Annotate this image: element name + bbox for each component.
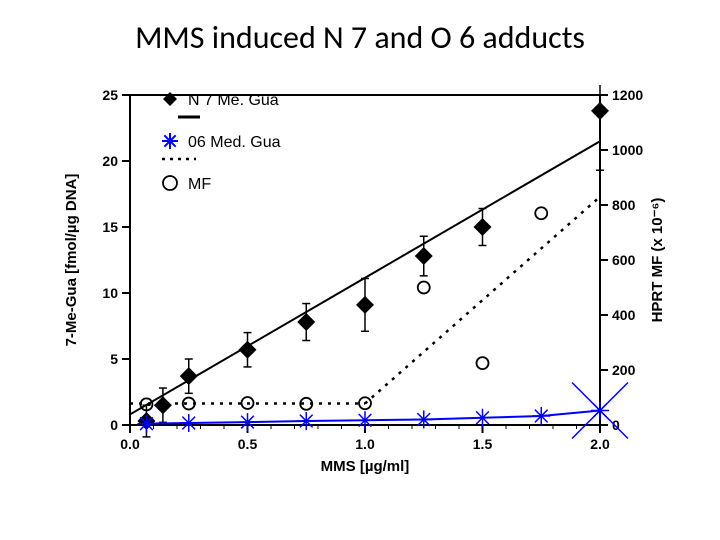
svg-text:200: 200 xyxy=(612,362,636,378)
svg-text:HPRT MF (x 10⁻⁶): HPRT MF (x 10⁻⁶) xyxy=(649,198,666,323)
chart-container: 0.0 0.5 1.0 1.5 2.0 MMS [µg/ml] 0 5 10 15 20 25 7-Me… xyxy=(40,85,690,515)
svg-text:15: 15 xyxy=(102,219,118,235)
svg-text:1200: 1200 xyxy=(612,87,643,103)
svg-text:06 Med. Gua: 06 Med. Gua xyxy=(188,134,281,151)
svg-text:20: 20 xyxy=(102,153,118,169)
svg-text:0: 0 xyxy=(612,417,620,433)
svg-text:10: 10 xyxy=(102,285,118,301)
page-title: MMS induced N 7 and O 6 adducts xyxy=(0,18,720,57)
svg-text:MMS [µg/ml]: MMS [µg/ml] xyxy=(321,458,410,475)
svg-text:MF: MF xyxy=(188,176,211,193)
svg-text:0.0: 0.0 xyxy=(120,436,140,452)
svg-text:800: 800 xyxy=(612,197,636,213)
svg-text:7-Me-Gua [fmol/µg DNA]: 7-Me-Gua [fmol/µg DNA] xyxy=(63,174,80,347)
svg-text:600: 600 xyxy=(612,252,636,268)
svg-text:1.0: 1.0 xyxy=(355,436,375,452)
svg-text:400: 400 xyxy=(612,307,636,323)
svg-text:1000: 1000 xyxy=(612,142,643,158)
svg-text:5: 5 xyxy=(110,351,118,367)
svg-text:1.5: 1.5 xyxy=(473,436,493,452)
svg-text:25: 25 xyxy=(102,87,118,103)
svg-text:0.5: 0.5 xyxy=(238,436,258,452)
adducts-chart: 0.0 0.5 1.0 1.5 2.0 MMS [µg/ml] 0 5 10 15 20 25 7-Me… xyxy=(40,85,690,515)
svg-text:2.0: 2.0 xyxy=(590,436,610,452)
svg-text:N 7 Me. Gua: N 7 Me. Gua xyxy=(188,92,279,109)
svg-text:0: 0 xyxy=(110,417,118,433)
